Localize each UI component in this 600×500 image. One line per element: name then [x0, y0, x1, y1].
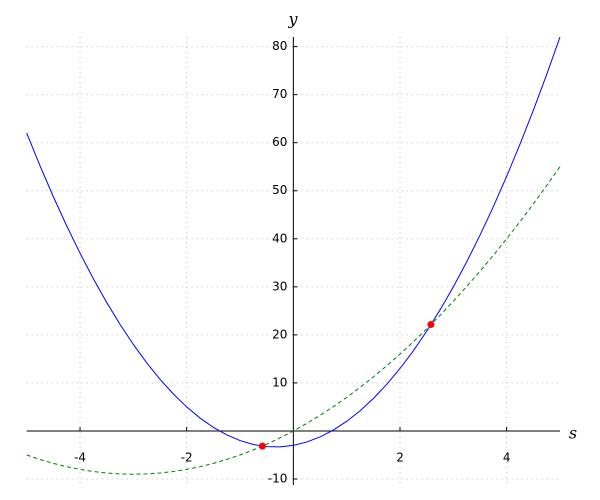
y-tick-label: -10: [268, 472, 288, 486]
y-tick-label: 60: [272, 135, 287, 149]
intersection-point: [427, 321, 435, 329]
y-axis-label: y: [287, 10, 298, 29]
y-tick-label: 40: [272, 231, 287, 245]
curve: [26, 36, 561, 448]
x-tick-label: 2: [396, 450, 404, 464]
y-tick-label: 30: [272, 279, 287, 293]
y-tick-label: 10: [272, 375, 287, 389]
x-axis-label: s: [569, 424, 577, 443]
x-tick-label: 4: [503, 450, 511, 464]
y-tick-label: 80: [272, 39, 287, 53]
y-tick-label: 50: [272, 183, 287, 197]
y-tick-label: 70: [272, 87, 287, 101]
curve: [26, 166, 561, 475]
intersection-point: [258, 442, 266, 450]
y-tick-label: 20: [272, 327, 287, 341]
x-tick-label: -4: [74, 450, 86, 464]
x-tick-label: -2: [181, 450, 193, 464]
